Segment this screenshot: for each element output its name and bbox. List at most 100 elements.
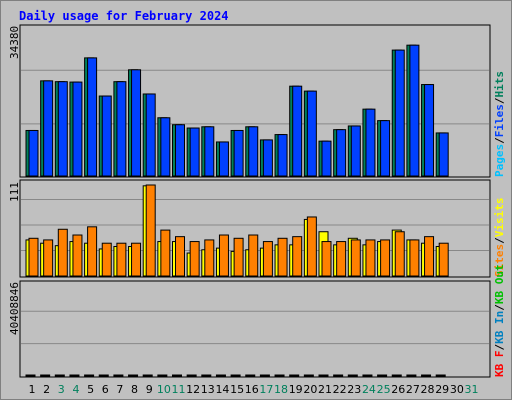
legend-entry-0-1: / — [493, 137, 506, 144]
bar-kbf-kbin-kbout-kb-f-day-15 — [230, 374, 241, 377]
x-tick-day-9: 9 — [146, 383, 153, 396]
x-tick-day-17: 17 — [259, 383, 273, 396]
bar-visits-sites-sites-day-27 — [409, 239, 420, 277]
x-tick-day-20: 20 — [303, 383, 317, 396]
bar-visits-sites-sites-day-10 — [160, 229, 171, 277]
bar-visits-sites-sites-day-22 — [336, 241, 347, 277]
bar-kbf-kbin-kbout-kb-f-day-14 — [215, 374, 226, 377]
bar-visits-sites-sites-day-5 — [87, 226, 98, 277]
x-tick-day-18: 18 — [274, 383, 288, 396]
x-tick-day-2: 2 — [43, 383, 50, 396]
bar-hits-files-pages-files-day-20 — [306, 90, 317, 177]
bar-kbf-kbin-kbout-kb-f-day-21 — [318, 374, 329, 377]
bar-visits-sites-sites-day-12 — [189, 241, 200, 277]
bar-kbf-kbin-kbout-kb-f-day-25 — [377, 374, 388, 377]
bar-kbf-kbin-kbout-kb-f-day-12 — [186, 374, 197, 377]
bar-kbf-kbin-kbout-kb-f-day-28 — [421, 374, 432, 377]
bar-kbf-kbin-kbout-kb-f-day-3 — [54, 374, 65, 377]
bar-kbf-kbin-kbout-kb-f-day-19 — [289, 374, 300, 377]
x-tick-day-31: 31 — [465, 383, 479, 396]
bar-visits-sites-sites-day-1 — [28, 237, 39, 277]
x-tick-day-25: 25 — [377, 383, 391, 396]
legend-kbytes: KB F/KB In/KB Out — [493, 264, 506, 377]
bar-visits-sites-sites-day-7 — [116, 242, 127, 277]
bar-hits-files-pages-files-day-3 — [57, 81, 68, 177]
x-tick-day-28: 28 — [421, 383, 435, 396]
x-tick-day-5: 5 — [87, 383, 94, 396]
bar-hits-files-pages-files-day-9 — [145, 93, 156, 177]
bar-kbf-kbin-kbout-kb-f-day-17 — [259, 374, 270, 377]
legend-entry-0-4: Hits — [493, 71, 506, 98]
bar-visits-sites-sites-day-17 — [262, 241, 273, 277]
bar-visits-sites-sites-day-23 — [350, 239, 361, 277]
bar-kbf-kbin-kbout-kb-f-day-23 — [347, 374, 358, 377]
x-tick-day-10: 10 — [157, 383, 171, 396]
bar-hits-files-pages-files-day-23 — [350, 125, 361, 177]
bar-hits-files-pages-files-day-13 — [204, 126, 215, 177]
bar-kbf-kbin-kbout-kb-f-day-6 — [98, 374, 109, 377]
bar-visits-sites-sites-day-2 — [43, 239, 54, 277]
legend-entry-0-3: / — [493, 97, 506, 104]
x-tick-day-7: 7 — [116, 383, 123, 396]
x-tick-day-26: 26 — [391, 383, 405, 396]
legend-entry-0-0: Pages — [493, 144, 506, 177]
bar-kbf-kbin-kbout-kb-f-day-9 — [142, 374, 153, 377]
bar-visits-sites-sites-day-25 — [380, 239, 391, 277]
ymax-label-visits: 111 — [8, 182, 21, 202]
bar-hits-files-pages-files-day-27 — [409, 44, 420, 177]
bar-kbf-kbin-kbout-kb-f-day-22 — [333, 374, 344, 377]
bar-hits-files-pages-files-day-29 — [438, 132, 449, 177]
bar-visits-sites-sites-day-29 — [438, 242, 449, 277]
x-tick-day-19: 19 — [289, 383, 303, 396]
bar-hits-files-pages-files-day-8 — [131, 69, 142, 177]
bar-hits-files-pages-files-day-25 — [380, 120, 391, 177]
legend-entry-2-1: / — [493, 344, 506, 351]
bar-visits-sites-sites-day-9 — [145, 184, 156, 277]
legend-entry-1-1: / — [493, 237, 506, 244]
bar-visits-sites-sites-day-15 — [233, 237, 244, 277]
bar-hits-files-pages-files-day-11 — [175, 124, 185, 177]
bar-hits-files-pages-files-day-15 — [233, 129, 244, 177]
bar-visits-sites-sites-day-28 — [424, 236, 435, 277]
bar-visits-sites-sites-day-18 — [277, 237, 288, 277]
x-tick-day-24: 24 — [362, 383, 376, 396]
bar-visits-sites-sites-day-21 — [321, 241, 332, 277]
bar-hits-files-pages-files-day-10 — [160, 117, 171, 177]
bar-hits-files-pages-files-day-4 — [72, 81, 83, 177]
bar-kbf-kbin-kbout-kb-f-day-29 — [435, 374, 446, 377]
bar-hits-files-pages-files-day-2 — [43, 80, 54, 177]
bar-visits-sites-sites-day-16 — [248, 234, 259, 277]
bar-visits-sites-sites-day-26 — [394, 231, 405, 277]
bar-kbf-kbin-kbout-kb-f-day-27 — [406, 374, 417, 377]
bar-kbf-kbin-kbout-kb-f-day-26 — [391, 374, 402, 377]
bar-kbf-kbin-kbout-kb-f-day-24 — [362, 374, 373, 377]
x-tick-day-29: 29 — [435, 383, 449, 396]
x-tick-day-23: 23 — [347, 383, 361, 396]
bar-kbf-kbin-kbout-kb-f-day-18 — [274, 374, 285, 377]
x-tick-day-30: 30 — [450, 383, 464, 396]
bar-kbf-kbin-kbout-kb-f-day-1 — [25, 374, 36, 377]
bar-kbf-kbin-kbout-kb-f-day-5 — [84, 374, 95, 377]
ymax-label-hits: 34380 — [8, 26, 21, 59]
bars — [25, 44, 449, 377]
bar-visits-sites-sites-day-13 — [204, 239, 215, 277]
bar-kbf-kbin-kbout-kb-f-day-4 — [69, 374, 80, 377]
x-tick-day-1: 1 — [29, 383, 36, 396]
legend-entry-2-4: KB Out — [493, 264, 506, 304]
x-tick-day-8: 8 — [131, 383, 138, 396]
x-tick-day-6: 6 — [102, 383, 109, 396]
legend-visits: Sites/Visits — [493, 198, 506, 278]
bar-kbf-kbin-kbout-kb-f-day-8 — [128, 374, 139, 377]
bar-hits-files-pages-files-day-26 — [394, 49, 405, 177]
x-tick-day-14: 14 — [215, 383, 229, 396]
bar-visits-sites-sites-day-11 — [175, 236, 185, 277]
bar-hits-files-pages-files-day-18 — [277, 134, 288, 177]
bar-visits-sites-sites-day-8 — [131, 242, 142, 277]
bar-hits-files-pages-files-day-6 — [101, 95, 112, 177]
bar-hits-files-pages-files-day-19 — [292, 85, 303, 177]
x-tick-day-27: 27 — [406, 383, 420, 396]
bar-hits-files-pages-files-day-12 — [189, 127, 200, 177]
bar-kbf-kbin-kbout-kb-f-day-16 — [245, 374, 256, 377]
legend-hits: Pages/Files/Hits — [493, 71, 506, 177]
